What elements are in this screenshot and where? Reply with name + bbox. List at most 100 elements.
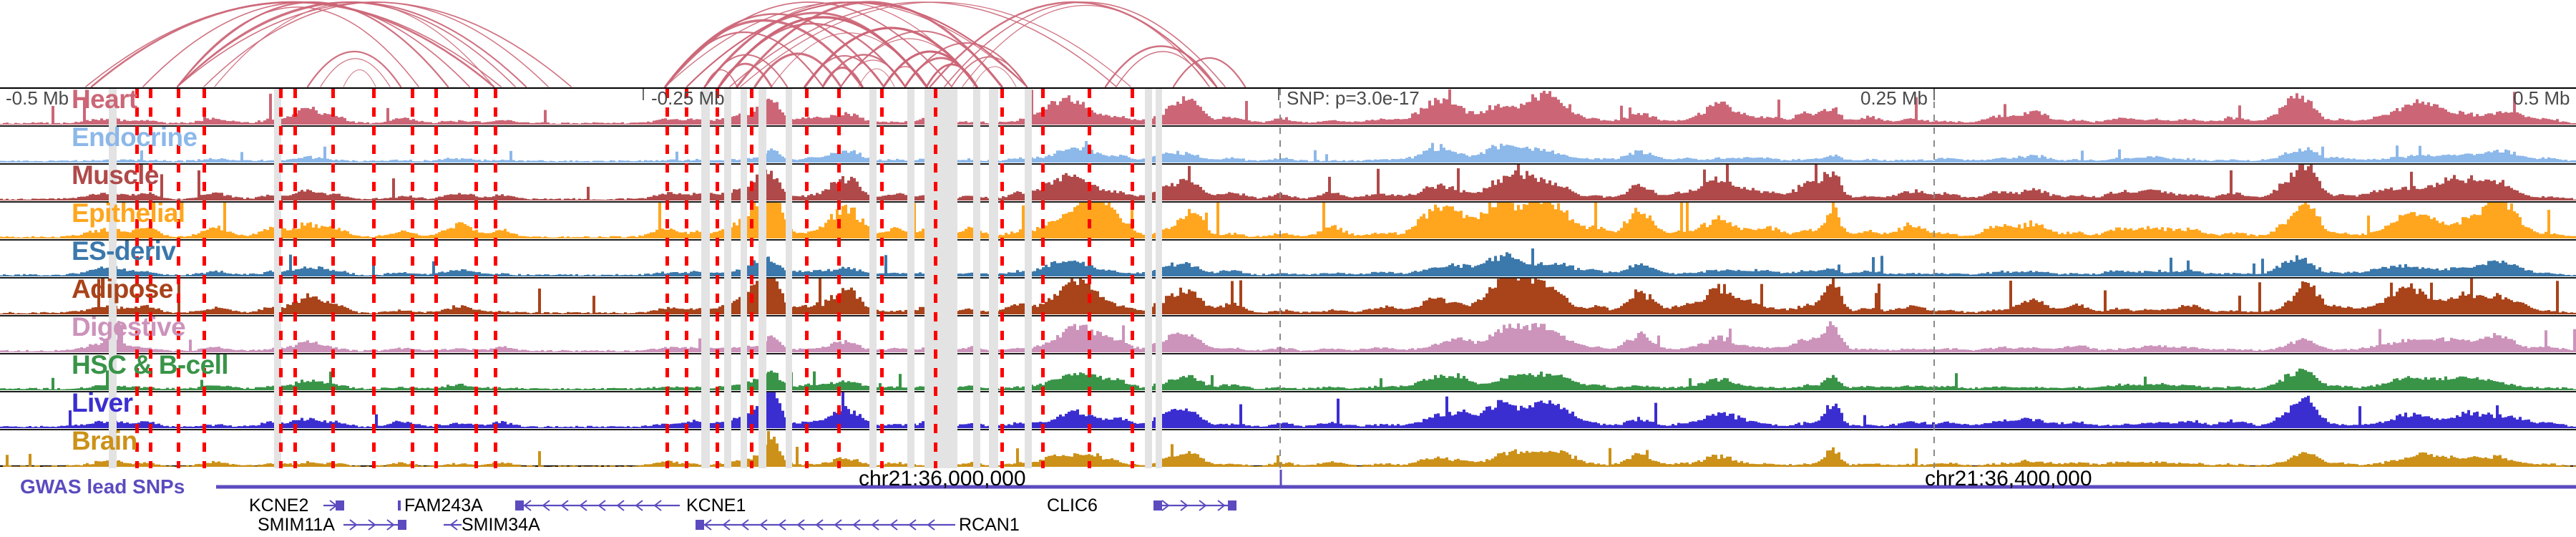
chromatin-loop-arc	[972, 66, 1017, 87]
strand-chevron	[616, 500, 625, 511]
chromatin-loop-arc	[203, 1, 549, 87]
signal-area	[0, 431, 2576, 468]
signal-histogram	[0, 392, 2576, 428]
gene-label-smim34a[interactable]: SMIM34A	[462, 515, 540, 535]
axis-label-right: 0.5 Mb	[2513, 87, 2570, 109]
gene-label-clic6[interactable]: CLIC6	[1047, 495, 1098, 516]
strand-chevron	[560, 500, 569, 511]
gene-model-rcan1[interactable]	[696, 519, 955, 531]
signal-track-digestive[interactable]: Digestive	[0, 316, 2576, 354]
signal-track-es-deriv[interactable]: ES-deriv	[0, 241, 2576, 279]
strand-chevron	[722, 519, 731, 531]
gene-start-block	[1153, 500, 1162, 511]
track-label-es-deriv: ES-deriv	[72, 241, 176, 266]
chromatin-loop-arc	[840, 38, 977, 87]
chromatin-loop-arc	[1172, 57, 1246, 87]
axis-tick-quarter-left	[643, 89, 644, 100]
signal-histogram	[0, 279, 2576, 314]
strand-chevron	[349, 519, 358, 531]
signal-area	[0, 165, 2576, 200]
track-label-muscle: Muscle	[72, 165, 159, 190]
chromatin-loop-arc	[1116, 51, 1210, 87]
track-label-digestive: Digestive	[72, 316, 186, 342]
chromatin-loop-arc	[883, 66, 927, 87]
strand-chevron	[1180, 500, 1189, 511]
gene-model-svg	[216, 470, 2576, 531]
gene-model-fam243a[interactable]	[398, 500, 401, 511]
gene-model-clic6[interactable]	[1153, 500, 1236, 511]
strand-chevron	[386, 519, 395, 531]
axis-label-left: -0.5 Mb	[6, 87, 69, 109]
strand-chevron	[759, 519, 768, 531]
signal-track-endocrine[interactable]: Endocrine	[0, 127, 2576, 165]
gene-start-block	[696, 520, 704, 530]
gene-end-block	[336, 500, 344, 511]
chromatin-loop-arc	[944, 1, 1226, 87]
axis-label-snp-pvalue: SNP: p=3.0e-17	[1287, 87, 1420, 109]
signal-histogram	[0, 321, 2576, 352]
chromatin-loop-arc	[718, 62, 773, 87]
signal-track-muscle[interactable]: Muscle	[0, 165, 2576, 203]
signal-histogram	[0, 165, 2576, 200]
chromatin-loop-arc	[85, 1, 502, 87]
track-label-liver: Liver	[72, 392, 133, 417]
chromatin-loop-arc	[177, 6, 419, 87]
strand-chevron	[927, 519, 935, 531]
strand-chevron	[653, 500, 662, 511]
gwas-lead-snps-label: GWAS lead SNPs	[20, 475, 185, 498]
strand-chevron	[635, 500, 643, 511]
signal-track-adipose[interactable]: Adipose	[0, 279, 2576, 316]
gene-model-kcne2[interactable]	[323, 500, 344, 511]
signal-area	[0, 89, 2576, 125]
track-label-endocrine: Endocrine	[72, 127, 197, 152]
signal-area	[0, 392, 2576, 428]
chromatin-loop-arc	[771, 32, 927, 87]
strand-chevron	[597, 500, 606, 511]
chromatin-loop-arc	[718, 22, 907, 87]
chromatin-loop-arc	[740, 1, 1131, 87]
signal-area	[0, 141, 2576, 163]
signal-track-brain[interactable]: Brain	[0, 430, 2576, 468]
strand-chevron	[815, 519, 824, 531]
gene-label-rcan1[interactable]: RCAN1	[959, 515, 1020, 535]
signal-area	[0, 321, 2576, 352]
arc-svg	[85, 1, 1246, 87]
chromatin-loop-arc	[320, 58, 391, 87]
signal-histogram	[0, 248, 2576, 276]
signal-area	[0, 203, 2576, 238]
signal-histogram	[0, 368, 2576, 390]
strand-chevron	[889, 519, 898, 531]
strand-chevron	[908, 519, 917, 531]
signal-track-epithelial[interactable]: Epithelial	[0, 203, 2576, 241]
gene-model-smim11a[interactable]	[343, 519, 406, 531]
strand-chevron	[368, 519, 376, 531]
track-label-brain: Brain	[72, 430, 137, 455]
strand-chevron	[523, 500, 532, 511]
chromatin-loop-arc	[1104, 45, 1218, 87]
strand-chevron	[703, 519, 712, 531]
strand-chevron	[741, 519, 749, 531]
strand-chevron	[1199, 500, 1207, 511]
signal-area	[0, 279, 2576, 314]
gene-label-kcne1[interactable]: KCNE1	[686, 495, 746, 516]
gene-model-smim34a[interactable]	[444, 519, 462, 531]
chromatin-loop-arc	[343, 69, 376, 87]
gene-label-smim11a[interactable]: SMIM11A	[258, 515, 335, 535]
signal-track-hsc-b-cell[interactable]: HSC & B-cell	[0, 354, 2576, 392]
gene-model-kcne1[interactable]	[515, 500, 680, 511]
signal-track-heart[interactable]: Heart	[0, 89, 2576, 127]
signal-histogram	[0, 89, 2576, 125]
gene-label-fam243a[interactable]: FAM243A	[404, 495, 483, 516]
chromatin-loop-arc	[214, 1, 494, 87]
strand-chevron	[1217, 500, 1226, 511]
gene-label-kcne2[interactable]: KCNE2	[249, 495, 309, 516]
strand-chevron	[329, 500, 338, 511]
chromatin-loop-arc	[686, 1, 1028, 87]
axis-tick-snp	[1278, 89, 1279, 100]
track-label-adipose: Adipose	[72, 279, 173, 304]
signal-track-liver[interactable]: Liver	[0, 392, 2576, 430]
chromatin-arc-panel	[0, 0, 2576, 87]
strand-chevron	[542, 500, 550, 511]
signal-histogram	[0, 203, 2576, 238]
signal-histogram	[0, 141, 2576, 163]
